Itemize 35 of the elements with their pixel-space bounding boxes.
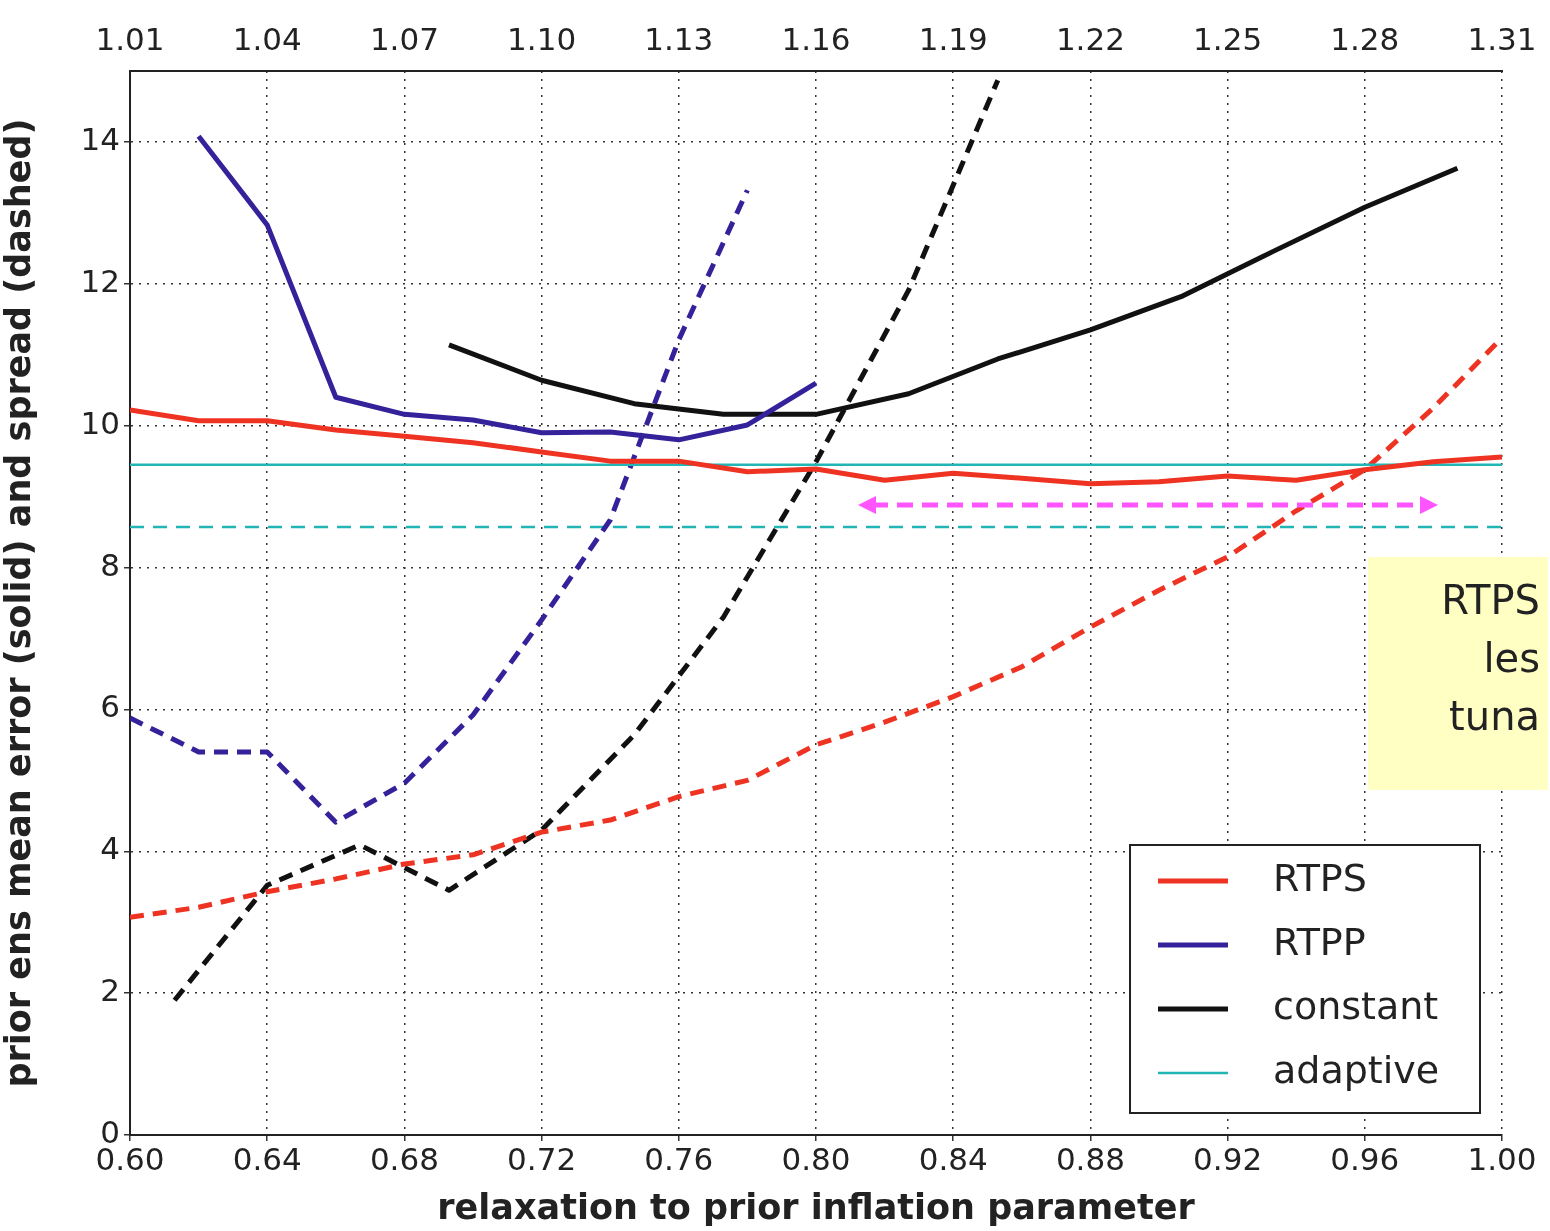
x-tick-label: 0.80 (781, 1140, 851, 1177)
x-tick-label: 0.68 (369, 1140, 439, 1177)
x2-tick-label: 1.13 (644, 21, 714, 58)
y-tick-label: 10 (80, 404, 120, 441)
x2-tick-label: 1.19 (918, 21, 988, 58)
x2-tick-label: 1.31 (1467, 21, 1537, 58)
x-tick-label: 0.64 (232, 1140, 302, 1177)
y-tick-label: 4 (100, 830, 120, 867)
x2-tick-label: 1.22 (1055, 21, 1125, 58)
legend-label: RTPP (1273, 919, 1366, 964)
legend-label: adaptive (1273, 1047, 1440, 1092)
x2-tick-label: 1.10 (507, 21, 577, 58)
x-tick-label: 0.96 (1330, 1140, 1400, 1177)
x2-tick-label: 1.28 (1330, 21, 1400, 58)
x-axis-title: relaxation to prior inflation parameter (437, 1187, 1196, 1228)
x-tick-label: 0.88 (1055, 1140, 1125, 1177)
y-tick-label: 2 (100, 972, 120, 1009)
y-tick-label: 14 (80, 120, 120, 157)
y-tick-label: 12 (80, 262, 120, 299)
y-tick-label: 8 (100, 546, 120, 583)
legend-label: constant (1273, 983, 1439, 1028)
y-axis-title: prior ens mean error (solid) and spread (dashed) (0, 118, 39, 1088)
annotation: RTPS les tuna (1368, 557, 1548, 790)
legend-label: RTPS (1273, 855, 1367, 900)
x2-tick-label: 1.07 (369, 21, 439, 58)
x-tick-label: 0.84 (918, 1140, 988, 1177)
y-tick-label: 6 (100, 688, 120, 725)
x-tick-label: 0.72 (507, 1140, 577, 1177)
x-tick-label: 0.92 (1193, 1140, 1263, 1177)
x-tick-label: 1.00 (1467, 1140, 1537, 1177)
x-tick-label: 0.76 (644, 1140, 714, 1177)
x2-tick-label: 1.01 (95, 21, 165, 58)
x2-tick-label: 1.16 (781, 21, 851, 58)
x2-tick-label: 1.25 (1193, 21, 1263, 58)
x2-tick-label: 1.04 (232, 21, 302, 58)
